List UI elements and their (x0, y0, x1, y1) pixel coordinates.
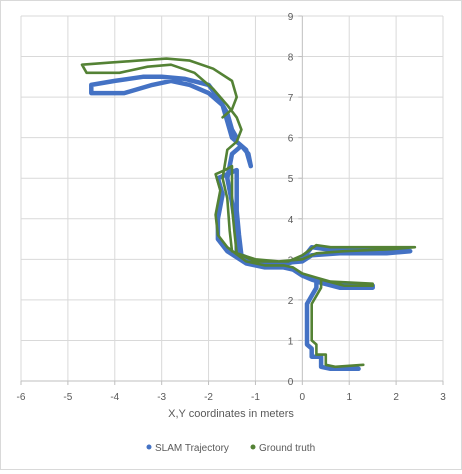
y-tick-label: 0 (288, 377, 294, 388)
x-tick-label: 2 (393, 392, 399, 403)
y-tick-label: 1 (288, 336, 294, 347)
y-tick-label: 2 (288, 296, 294, 307)
x-tick-label: -5 (63, 392, 72, 403)
series-layer (80, 57, 417, 372)
y-tick-label: 8 (288, 53, 294, 64)
legend-marker-slam-trajectory (146, 444, 152, 450)
y-tick-label: 7 (288, 93, 294, 104)
legend: SLAM Trajectory Ground truth (146, 443, 315, 454)
x-tick-label: 1 (346, 392, 352, 403)
y-tick-label: 6 (288, 134, 294, 145)
legend-label-ground-truth: Ground truth (259, 443, 315, 454)
x-tick-label: -2 (204, 392, 213, 403)
x-tick-label: 0 (300, 392, 306, 403)
x-tick-label: -6 (17, 392, 26, 403)
series-line-slam-trajectory (89, 74, 413, 372)
x-tick-label: -3 (157, 392, 166, 403)
legend-marker-ground-truth (250, 444, 256, 450)
x-tick-label: 3 (440, 392, 446, 403)
series-line-ground-truth (80, 57, 417, 369)
x-tick-label: -4 (110, 392, 119, 403)
x-tick-label: -1 (251, 392, 260, 403)
legend-label-slam-trajectory: SLAM Trajectory (155, 443, 229, 454)
x-axis-label: X,Y coordinates in meters (168, 408, 294, 420)
y-tick-label: 5 (288, 174, 294, 185)
y-tick-label: 4 (288, 215, 294, 226)
axes (20, 15, 444, 385)
y-tick-label: 9 (288, 12, 294, 23)
